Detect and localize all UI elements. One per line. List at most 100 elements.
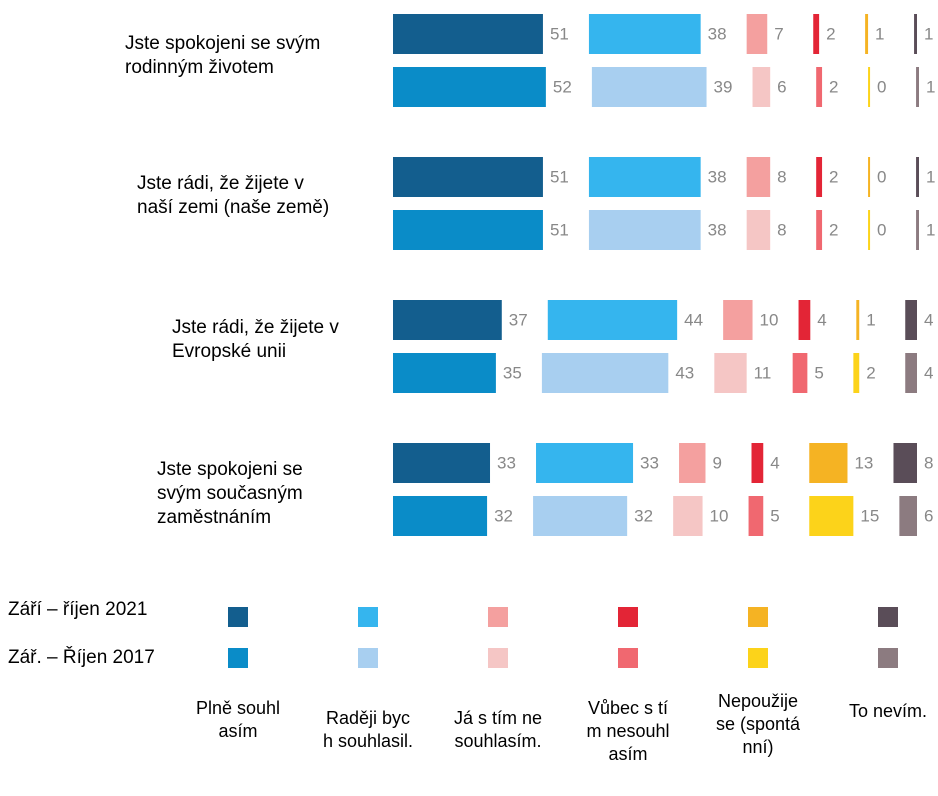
value-label: 2 xyxy=(829,167,838,186)
bar-segment xyxy=(393,353,496,393)
value-label: 4 xyxy=(924,310,933,329)
value-label: 2 xyxy=(866,363,875,382)
bar-segment xyxy=(868,210,871,250)
value-label: 1 xyxy=(924,24,933,43)
legend-swatch xyxy=(618,648,638,668)
legend-label: Plně souhlasím xyxy=(195,698,281,741)
bar-segment xyxy=(746,157,771,197)
bar-segment xyxy=(723,300,753,340)
value-label: 44 xyxy=(684,310,703,329)
value-label: 4 xyxy=(924,363,933,382)
bar-segment xyxy=(536,443,634,483)
value-label: 2 xyxy=(829,220,838,239)
value-label: 1 xyxy=(926,77,935,96)
bar-segment xyxy=(798,300,811,340)
legend-period: Září – říjen 2021 xyxy=(8,599,148,620)
value-label: 6 xyxy=(924,506,933,525)
value-label: 8 xyxy=(924,453,933,472)
bar-segment xyxy=(393,157,543,197)
bar-segment xyxy=(865,14,869,54)
value-label: 6 xyxy=(777,77,786,96)
bar-segment xyxy=(893,443,917,483)
value-label: 8 xyxy=(777,167,786,186)
bar-segment xyxy=(746,14,768,54)
value-label: 1 xyxy=(926,167,935,186)
value-label: 4 xyxy=(770,453,779,472)
bar-segment xyxy=(393,67,546,107)
value-label: 1 xyxy=(866,310,875,329)
value-label: 33 xyxy=(497,453,516,472)
value-label: 1 xyxy=(926,220,935,239)
bar-segment xyxy=(748,496,764,536)
value-label: 0 xyxy=(877,77,886,96)
value-label: 11 xyxy=(754,363,772,382)
bar-segment xyxy=(809,443,848,483)
value-label: 38 xyxy=(708,167,727,186)
bar-segment xyxy=(856,300,860,340)
bar-segment xyxy=(905,300,917,340)
value-label: 9 xyxy=(713,453,722,472)
bar-segment xyxy=(393,496,488,536)
value-label: 5 xyxy=(770,506,779,525)
question-label: Jste spokojeni se svým současným zaměstn… xyxy=(157,459,303,528)
legend-swatch xyxy=(358,648,378,668)
value-label: 0 xyxy=(877,220,886,239)
bar-segment xyxy=(714,353,747,393)
legend-swatch xyxy=(488,607,508,627)
bar-segment xyxy=(679,443,706,483)
value-label: 52 xyxy=(553,77,572,96)
bar-segment xyxy=(588,157,701,197)
value-label: 10 xyxy=(760,310,779,329)
question-label: Jste rádi, že žijete v naší zemi (naše z… xyxy=(137,173,330,218)
value-label: 1 xyxy=(875,24,884,43)
legend-swatch xyxy=(748,607,768,627)
bar-segment xyxy=(916,210,919,250)
value-label: 13 xyxy=(854,453,873,472)
value-label: 8 xyxy=(777,220,786,239)
bar-segment xyxy=(746,210,771,250)
bar-segment xyxy=(588,14,701,54)
value-label: 33 xyxy=(640,453,659,472)
bar-segment xyxy=(809,496,854,536)
legend-period: Zář. – Říjen 2017 xyxy=(8,647,155,668)
value-label: 35 xyxy=(503,363,522,382)
bar-segment xyxy=(393,14,543,54)
bar-segment xyxy=(393,210,543,250)
bar-segment xyxy=(752,67,771,107)
legend-label: Já s tím nesouhlasím. xyxy=(453,708,543,751)
bar-segment xyxy=(393,300,502,340)
bar-segment xyxy=(533,496,628,536)
bar-segment xyxy=(868,67,871,107)
bar-segment xyxy=(673,496,703,536)
bar-segment xyxy=(899,496,917,536)
value-label: 38 xyxy=(708,220,727,239)
value-label: 51 xyxy=(550,220,569,239)
legend-label: Raději bych souhlasil. xyxy=(322,708,414,751)
bar-segment xyxy=(914,14,917,54)
value-label: 38 xyxy=(708,24,727,43)
legend-label: Nepoužije se (spontánní) xyxy=(715,691,801,757)
bar-segment xyxy=(916,67,919,107)
value-label: 39 xyxy=(714,77,733,96)
legend-swatch xyxy=(228,607,248,627)
bar-segment xyxy=(541,353,669,393)
value-label: 43 xyxy=(675,363,694,382)
bar-segment xyxy=(588,210,701,250)
question-label: Jste spokojeni se svým rodinným životem xyxy=(125,33,321,78)
bar-segment xyxy=(868,157,871,197)
bar-segment xyxy=(813,14,820,54)
legend-label: Vůbec s tím nesouhlasím xyxy=(586,698,670,764)
legend-swatch xyxy=(488,648,508,668)
value-label: 0 xyxy=(877,167,886,186)
legend-swatch xyxy=(878,648,898,668)
legend-label: To nevím. xyxy=(848,701,928,721)
value-label: 7 xyxy=(774,24,783,43)
bar-segment xyxy=(547,300,678,340)
value-label: 2 xyxy=(826,24,835,43)
legend-swatch xyxy=(878,607,898,627)
bar-segment xyxy=(816,67,823,107)
bar-segment xyxy=(393,443,491,483)
legend-swatch xyxy=(228,648,248,668)
